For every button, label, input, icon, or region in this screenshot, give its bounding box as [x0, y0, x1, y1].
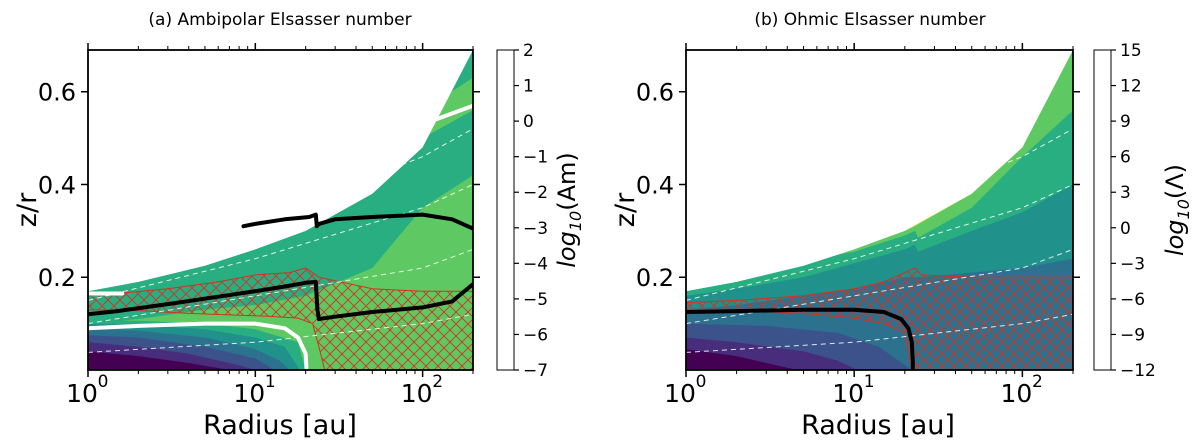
panel-b-plot-area — [686, 50, 1073, 370]
dead-zone-hatch — [686, 267, 1073, 370]
colorbar-tick-label: −7 — [523, 361, 548, 381]
x-tick-exponent: 1 — [864, 372, 875, 392]
colorbar-tick-label: 3 — [1120, 183, 1131, 203]
y-tick-label: 0.4 — [38, 171, 76, 199]
colorbar-tick-label: 9 — [1120, 112, 1131, 132]
midplane-band-5 — [88, 351, 230, 370]
panel-a-title: (a) Ambipolar Elsasser number — [148, 10, 411, 30]
x-tick-exponent: 0 — [696, 372, 707, 392]
y-tick-label: 0.4 — [636, 171, 674, 199]
colorbar-tick-label: 12 — [1120, 77, 1142, 97]
streamline-dashed-0 — [686, 313, 1073, 353]
colorbar-tick-label: −2 — [523, 183, 548, 203]
atmosphere-mask — [686, 50, 1073, 292]
x-tick-exponent: 2 — [1032, 372, 1043, 392]
x-tick-label: 10 — [832, 379, 864, 408]
y-tick-label: 0.2 — [636, 264, 674, 292]
y-tick-label: 0.6 — [636, 79, 674, 107]
panel-a-xlabel: Radius [au] — [203, 410, 357, 441]
colorbar-tick-label: −4 — [523, 254, 548, 274]
colorbar-tick-label: −6 — [1120, 290, 1145, 310]
panel-b-title: (b) Ohmic Elsasser number — [754, 10, 985, 30]
panel-a-ylabel: z/r — [12, 192, 43, 227]
contour-line-3 — [316, 103, 473, 182]
x-tick-label: 10 — [1000, 379, 1032, 408]
panel-b-frame — [685, 49, 1074, 371]
colorbar-label: log10(Λ) — [1161, 164, 1193, 256]
contour-line-2 — [88, 321, 309, 370]
streamline-dashed-1 — [88, 248, 473, 325]
contour-line-0 — [241, 212, 473, 231]
x-tick-label: 10 — [66, 379, 98, 408]
colorbar-frame — [496, 49, 515, 371]
contour-line-0 — [686, 307, 915, 370]
y-tick-label: 0.2 — [38, 264, 76, 292]
dead-zone-hatch — [88, 267, 473, 370]
midplane-band-2 — [686, 349, 798, 370]
panel-ambipolar: (a) Ambipolar Elsasser number 10 0 10 1 10 20… — [12, 10, 585, 441]
streamline-dashed-0 — [88, 313, 473, 353]
y-tick-label: 0.6 — [38, 79, 76, 107]
colorbar-tick-label: 15 — [1120, 41, 1142, 61]
panel-a-colorbar: −7 −6 −5 −4 −3 −2 −1 0 1 2 log10(Am) — [496, 41, 585, 381]
panel-ohmic: (b) Ohmic Elsasser number 10 0 10 1 10 20.20.… — [610, 10, 1193, 441]
colorbar-tick-label: −5 — [523, 290, 548, 310]
colorbar-tick-label: −9 — [1120, 325, 1145, 345]
panel-a-ticks: 10 0 10 1 10 20.20.40.6 — [38, 43, 480, 408]
x-tick-exponent: 2 — [432, 372, 443, 392]
contour-line-1 — [88, 279, 473, 321]
x-tick-label: 10 — [664, 379, 696, 408]
colorbar-tick-label: 6 — [1120, 148, 1131, 168]
x-tick-label: 10 — [401, 379, 433, 408]
panel-b-xlabel: Radius [au] — [801, 410, 955, 441]
panel-a-plot-area — [88, 50, 473, 370]
colorbar-tick-label: 0 — [523, 112, 534, 132]
x-tick-exponent: 0 — [98, 372, 109, 392]
colorbar-tick-label: 2 — [523, 41, 534, 61]
panel-b-ylabel: z/r — [610, 192, 641, 227]
colorbar-label: log10(Am) — [553, 152, 585, 267]
colorbar-tick-label: −3 — [523, 219, 548, 239]
panel-a-frame — [87, 49, 474, 371]
colorbar-tick-label: 1 — [523, 77, 534, 97]
x-tick-exponent: 1 — [265, 372, 276, 392]
streamline-dashed-2 — [686, 184, 1073, 301]
atmosphere-mask — [88, 50, 473, 292]
x-tick-label: 10 — [233, 379, 265, 408]
colorbar-tick-label: 0 — [1120, 219, 1131, 239]
panel-b-colorbar: −12 −9 −6 −3 0 3 6 9 12 15 log10(Λ) — [1093, 41, 1193, 381]
colorbar-tick-label: −6 — [523, 325, 548, 345]
colorbar-tick-label: −1 — [523, 148, 548, 168]
colorbar-frame — [1093, 49, 1112, 371]
colorbar-tick-label: −3 — [1120, 254, 1145, 274]
panel-b-ticks: 10 0 10 1 10 20.20.40.6 — [636, 43, 1080, 408]
colorbar-tick-label: −12 — [1120, 361, 1156, 381]
